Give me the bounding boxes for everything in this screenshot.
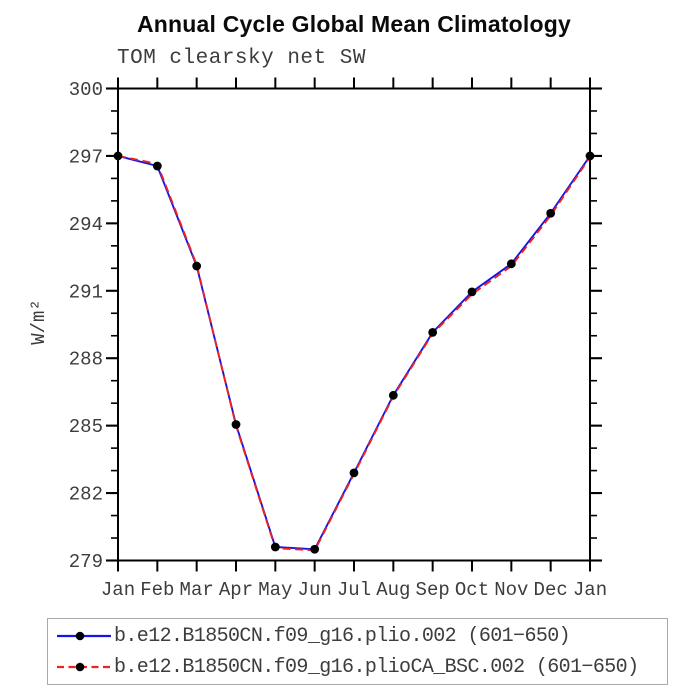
x-tick-label: Nov: [494, 579, 528, 601]
x-tick-label: Sep: [416, 579, 450, 601]
y-tick-label: 297: [69, 146, 103, 168]
plot-frame: [117, 87, 591, 562]
data-point-marker: [192, 261, 202, 271]
y-tick-label: 288: [69, 349, 103, 371]
x-tick-label: Jul: [337, 579, 371, 601]
chart-subtitle: TOM clearsky net SW: [117, 47, 366, 70]
series-line-2: [117, 154, 591, 552]
data-point-marker: [467, 287, 477, 297]
legend-label-series2: b.e12.B1850CN.f09_g16.plioCA_BSC.002 (60…: [114, 655, 639, 679]
legend-box: b.e12.B1850CN.f09_g16.plio.002 (601−650)…: [47, 618, 668, 685]
data-point-marker: [428, 327, 438, 337]
x-tick-label: Dec: [534, 579, 568, 601]
x-tick-label: Jun: [298, 579, 332, 601]
legend-row-series1: b.e12.B1850CN.f09_g16.plio.002 (601−650): [48, 622, 667, 650]
data-point-marker: [310, 544, 320, 554]
x-tick-label: Aug: [376, 579, 410, 601]
axis-ticks: [106, 77, 602, 572]
y-tick-label: 285: [69, 416, 103, 438]
legend-solid-line-icon: [57, 631, 111, 641]
data-point-marker: [506, 259, 516, 269]
y-tick-label: 291: [69, 281, 103, 303]
legend-label-series1: b.e12.B1850CN.f09_g16.plio.002 (601−650): [114, 624, 571, 648]
x-tick-label: Oct: [455, 579, 489, 601]
legend-row-series2: b.e12.B1850CN.f09_g16.plioCA_BSC.002 (60…: [48, 653, 667, 681]
data-point-marker: [546, 208, 556, 218]
data-point-marker: [388, 390, 398, 400]
legend-dashed-line-icon: [57, 662, 111, 672]
y-tick-label: 279: [69, 551, 103, 573]
data-point-marker: [349, 468, 359, 478]
data-point-marker: [231, 420, 241, 429]
x-tick-label: Jan: [101, 579, 135, 601]
x-tick-label: Feb: [140, 579, 174, 601]
x-tick-label: Apr: [219, 579, 253, 601]
data-series: [113, 151, 595, 554]
y-tick-label: 294: [69, 214, 103, 236]
series-line-1: [117, 154, 591, 551]
data-point-marker: [270, 542, 280, 552]
x-tick-label: Jan: [573, 579, 607, 601]
chart-title: Annual Cycle Global Mean Climatology: [136, 11, 572, 37]
y-tick-label: 282: [69, 484, 103, 506]
x-tick-label: Mar: [180, 579, 214, 601]
x-tick-label: May: [258, 579, 292, 601]
y-tick-label: 300: [69, 79, 103, 101]
data-point-marker: [152, 161, 162, 171]
